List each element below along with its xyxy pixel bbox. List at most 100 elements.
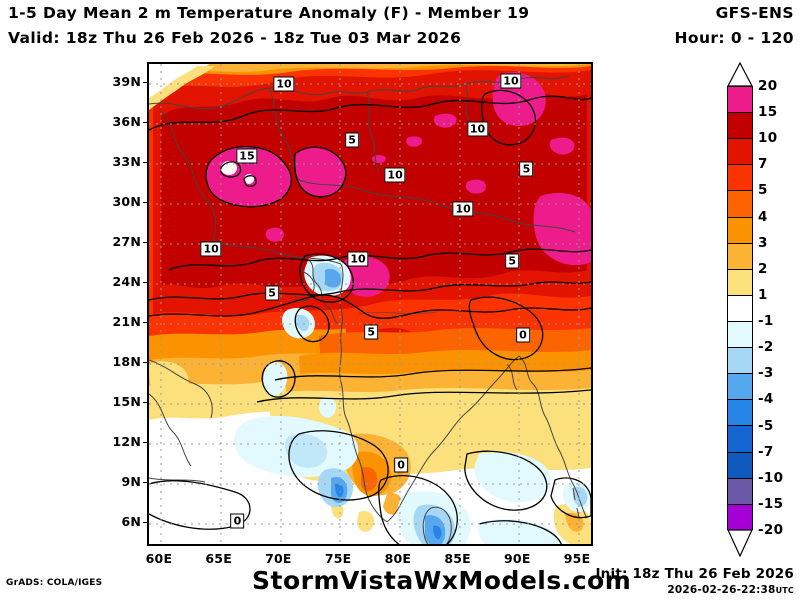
lat-tick-mark: [143, 282, 149, 283]
lon-tick-label: 65E: [205, 551, 232, 566]
lat-tick-mark: [143, 202, 149, 203]
colorbar-tick-label: -2: [758, 339, 774, 356]
contour-value-label: 10: [200, 241, 222, 257]
colorbar-swatch: [728, 478, 752, 505]
lon-tick-label: 80E: [384, 551, 412, 566]
contour-value-label: 0: [516, 327, 530, 343]
lat-tick-mark: [143, 322, 149, 323]
colorbar-tick-label: 20: [758, 78, 778, 94]
lat-tick-mark: [143, 402, 149, 403]
colorbar-tick-label: 7: [758, 156, 768, 173]
lat-tick-mark: [143, 162, 149, 163]
contour-value-label: 5: [505, 253, 519, 269]
lon-tick-label: 90E: [504, 551, 531, 566]
contour-value-label: 0: [394, 457, 408, 473]
colorbar-swatch: [728, 165, 752, 192]
colorbar-tick-label: -4: [758, 391, 774, 408]
lon-tick-label: 75E: [324, 551, 352, 566]
map-plot-area[interactable]: 10 10 15 5 10 5 10 10 10 10 5 5 5 0 0 0: [147, 62, 593, 546]
colorbar-tick-label: 3: [758, 234, 768, 251]
color-scale-bar[interactable]: [727, 86, 753, 531]
longitude-axis: 60E 65E 70E 75E 80E 85E 90E 95E: [145, 548, 593, 568]
contour-value-label: 5: [265, 285, 279, 301]
colorbar-swatch: [728, 374, 752, 401]
contour-value-label: 5: [364, 324, 379, 340]
colorbar-tick-label: 4: [758, 208, 768, 225]
colorbar-swatch: [728, 504, 752, 531]
contour-value-label: 0: [230, 513, 245, 529]
colorbar-bottom-arrow: [727, 529, 753, 557]
colorbar-tick-label: -5: [758, 417, 774, 434]
colorbar-swatch: [728, 400, 752, 427]
lon-tick-label: 95E: [563, 551, 591, 566]
forecast-hour-range: Hour: 0 - 120: [674, 29, 794, 47]
colorbar-tick-label: 5: [758, 182, 768, 199]
colorbar-swatch: [728, 321, 752, 349]
valid-time: Valid: 18z Thu 26 Feb 2026 - 18z Tue 03 …: [8, 29, 462, 47]
page-title: 1-5 Day Mean 2 m Temperature Anomaly (F)…: [8, 4, 530, 22]
model-name: GFS-ENS: [715, 4, 794, 22]
contour-value-label: 10: [452, 201, 474, 217]
colorbar-swatch: [728, 243, 752, 270]
contour-value-label: 15: [236, 148, 258, 164]
lat-tick-mark: [143, 522, 149, 523]
colorbar-swatch: [728, 295, 752, 322]
colorbar-swatch: [728, 113, 752, 140]
temperature-anomaly-map: [149, 64, 591, 544]
contour-value-label: 10: [466, 121, 489, 137]
colorbar-tick-label: -3: [758, 365, 774, 382]
colorbar-tick-label: -10: [758, 469, 784, 486]
colorbar-tick-label: -1: [758, 313, 774, 330]
lat-tick-label: 36N: [112, 114, 141, 129]
colorbar-tick-label: 1: [758, 286, 768, 303]
colorbar-tick-label: -20: [758, 522, 784, 538]
lon-tick-label: 70E: [265, 551, 292, 566]
footer-bar: GrADS: COLA/IGES: [0, 566, 800, 600]
contour-value-label: 10: [500, 73, 522, 89]
lat-tick-label: 9N: [121, 474, 141, 489]
latitude-axis: 39N 36N 33N 30N 27N 24N 21N 18N 15N 12N 9N 6N: [88, 62, 141, 546]
colorbar-swatch: [728, 217, 752, 244]
lat-tick-label: 30N: [112, 194, 141, 209]
lat-tick-label: 6N: [121, 514, 141, 529]
colorbar-tick-label: 15: [758, 104, 778, 121]
lat-tick-label: 33N: [112, 154, 141, 169]
contour-value-label: 5: [345, 132, 359, 148]
colorbar-swatch: [728, 269, 752, 296]
lat-tick-label: 21N: [112, 314, 141, 329]
contour-value-label: 5: [519, 161, 534, 177]
lat-tick-label: 18N: [112, 354, 141, 369]
colorbar-tick-label: 2: [758, 260, 768, 277]
colorbar-swatch: [728, 139, 752, 166]
colorbar-swatch: [728, 348, 752, 375]
init-time-label: Init: 18z Thu 26 Feb 2026: [595, 566, 794, 582]
lat-tick-label: 15N: [112, 394, 141, 409]
init-timestamp: 2026-02-26-22:38UTC: [667, 584, 794, 596]
stormvista-logo[interactable]: StormVistaWxModels.com: [252, 566, 632, 595]
contour-value-label: 10: [347, 251, 369, 267]
lat-tick-label: 27N: [112, 234, 141, 249]
contour-value-label: 10: [384, 167, 406, 183]
lat-tick-label: 24N: [112, 274, 141, 289]
lat-tick-mark: [143, 482, 149, 483]
colorbar-swatch: [728, 426, 752, 453]
colorbar-tick-label: 10: [758, 130, 778, 147]
lon-tick-label: 60E: [145, 551, 173, 566]
lat-tick-label: 39N: [112, 74, 141, 89]
init-timestamp-unit: UTC: [775, 586, 794, 595]
colorbar-swatch: [728, 452, 752, 479]
grads-credit: GrADS: COLA/IGES: [6, 578, 103, 588]
init-timestamp-value: 2026-02-26-22:38: [667, 584, 776, 596]
lat-tick-mark: [143, 122, 149, 123]
header-bar: 1-5 Day Mean 2 m Temperature Anomaly (F)…: [0, 0, 800, 56]
lon-tick-label: 85E: [444, 551, 471, 566]
lat-tick-label: 12N: [112, 434, 141, 449]
lat-tick-mark: [143, 442, 149, 443]
colorbar-top-arrow: [727, 62, 753, 87]
colorbar-swatch: [728, 87, 752, 114]
lat-tick-mark: [143, 242, 149, 243]
colorbar-tick-label: -7: [758, 443, 774, 460]
lat-tick-mark: [143, 82, 149, 83]
colorbar-tick-label: -15: [758, 495, 784, 512]
contour-value-label: 10: [273, 76, 295, 92]
